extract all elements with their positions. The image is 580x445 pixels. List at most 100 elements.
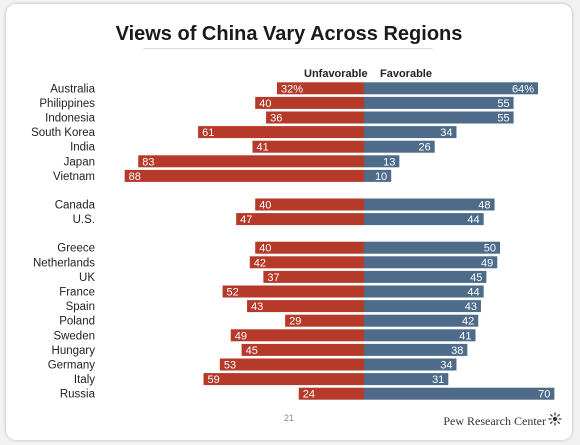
data-label-favorable: 31 [432,374,444,386]
bar-unfavorable [255,198,364,211]
data-label-unfavorable: 59 [208,374,220,386]
bar-unfavorable [255,96,364,109]
bar-favorable [364,358,457,371]
bar-unfavorable [263,270,364,283]
category-label: Japan [64,156,95,168]
data-label-favorable: 43 [465,301,477,313]
data-label-unfavorable: 83 [142,156,154,168]
legend-favorable: Favorable [380,68,432,80]
diverging-bar-chart: Australia 32% 64% Philippines 40 55 Indonesia 3… [31,82,555,401]
category-label: Vietnam [53,171,95,183]
bar-favorable [364,169,392,182]
category-label: India [70,142,96,154]
data-label-unfavorable: 47 [240,214,252,226]
bar-unfavorable [249,256,364,269]
bar-unfavorable [247,300,364,313]
category-label: Poland [59,316,95,328]
data-label-unfavorable: 43 [251,301,263,313]
category-label: Russia [60,389,96,401]
bar-unfavorable [266,111,364,124]
bar-unfavorable [255,241,364,254]
bar-favorable [364,213,484,226]
data-label-favorable: 34 [440,360,452,372]
data-label-favorable: 50 [484,243,496,255]
legend-unfavorable: Unfavorable [304,68,368,80]
data-label-unfavorable: 40 [259,98,271,110]
page-number: 21 [283,413,294,423]
chart-title: Views of China Vary Across Regions [115,23,463,45]
category-label: U.S. [73,214,95,226]
data-label-favorable: 26 [418,142,430,154]
data-label-unfavorable: 53 [224,360,236,372]
category-label: Canada [55,200,96,212]
bar-favorable [364,373,449,386]
data-label-favorable: 44 [467,287,479,299]
bar-unfavorable [222,285,364,298]
slide: Views of China Vary Across Regions Unfav… [6,4,572,440]
data-label-unfavorable: 88 [129,171,141,183]
data-label-favorable: 70 [538,389,550,401]
bar-unfavorable [236,213,364,226]
bar-favorable [364,155,400,168]
data-label-favorable: 49 [481,257,493,269]
data-label-favorable: 55 [497,113,509,125]
bar-favorable [364,111,514,124]
bar-unfavorable [203,373,364,386]
data-label-favorable: 42 [462,316,474,328]
data-label-favorable: 41 [459,330,471,342]
bar-unfavorable [219,358,364,371]
bar-unfavorable [276,82,364,95]
data-label-unfavorable: 32% [281,83,303,95]
data-label-unfavorable: 40 [259,200,271,212]
bar-favorable [364,198,495,211]
bar-favorable [364,343,468,356]
bar-favorable [364,140,435,153]
bar-unfavorable [138,155,364,168]
bar-unfavorable [252,140,364,153]
category-label: Australia [50,83,95,95]
data-label-unfavorable: 49 [235,330,247,342]
category-label: UK [79,272,95,284]
data-label-favorable: 64% [512,83,534,95]
data-label-favorable: 34 [440,127,452,139]
pew-sunburst-icon [548,412,562,426]
bar-unfavorable [298,387,364,400]
data-label-unfavorable: 41 [256,142,268,154]
data-label-favorable: 10 [375,171,387,183]
data-label-unfavorable: 37 [267,272,279,284]
data-label-unfavorable: 24 [303,389,315,401]
data-label-favorable: 45 [470,272,482,284]
bar-favorable [364,285,484,298]
title-divider [143,48,433,49]
data-label-unfavorable: 42 [254,257,266,269]
bar-favorable [364,329,476,342]
data-label-unfavorable: 45 [246,345,258,357]
category-label: Philippines [39,98,95,110]
bar-favorable [364,300,481,313]
bar-unfavorable [285,314,364,327]
category-label: Indonesia [45,113,95,125]
category-label: Spain [66,301,95,313]
bar-unfavorable [241,343,364,356]
bar-unfavorable [198,126,364,139]
data-label-unfavorable: 36 [270,113,282,125]
data-label-unfavorable: 29 [289,316,301,328]
bar-unfavorable [124,169,364,182]
category-label: South Korea [31,127,96,139]
bar-favorable [364,126,457,139]
bar-favorable [364,96,514,109]
bar-favorable [364,270,487,283]
data-label-unfavorable: 40 [259,243,271,255]
data-label-favorable: 48 [478,200,490,212]
category-label: Sweden [53,330,95,342]
source-credit: Pew Research Center [443,414,546,428]
category-label: Greece [57,243,95,255]
data-label-favorable: 13 [383,156,395,168]
category-label: Hungary [52,345,96,357]
bar-favorable [364,241,500,254]
data-label-unfavorable: 52 [227,287,239,299]
bar-favorable [364,387,555,400]
data-label-unfavorable: 61 [202,127,214,139]
data-label-favorable: 44 [467,214,479,226]
bar-unfavorable [230,329,364,342]
